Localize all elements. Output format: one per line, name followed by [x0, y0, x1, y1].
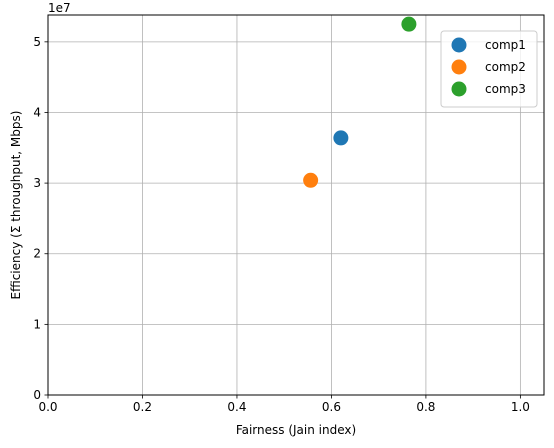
y-tick-label: 1 [33, 317, 41, 331]
legend-label-comp1: comp1 [485, 38, 526, 52]
scatter-point-comp2 [303, 172, 319, 188]
y-axis-ticks: 0 1 2 3 4 5 [33, 35, 48, 402]
x-tick-label: 0.6 [322, 400, 341, 414]
scatter-point-comp3 [401, 16, 417, 32]
legend-label-comp3: comp3 [485, 82, 526, 96]
y-tick-label: 5 [33, 35, 41, 49]
y-axis-offset-text: 1e7 [48, 1, 71, 15]
x-tick-label: 0.8 [416, 400, 435, 414]
x-tick-label: 0.0 [38, 400, 57, 414]
x-tick-label: 1.0 [511, 400, 530, 414]
y-tick-label: 3 [33, 176, 41, 190]
x-axis-label: Fairness (Jain index) [236, 423, 356, 437]
x-axis-ticks: 0.0 0.2 0.4 0.6 0.8 1.0 [38, 395, 530, 414]
legend-marker-comp3 [451, 81, 467, 97]
legend-label-comp2: comp2 [485, 60, 526, 74]
x-tick-label: 0.2 [133, 400, 152, 414]
y-axis-label: Efficiency (Σ throughput, Mbps) [9, 111, 23, 300]
y-tick-label: 4 [33, 105, 41, 119]
data-points [303, 16, 417, 188]
y-tick-label: 0 [33, 388, 41, 402]
legend-marker-comp2 [451, 59, 467, 75]
plot-frame [47, 14, 545, 396]
x-tick-label: 0.4 [227, 400, 246, 414]
y-tick-label: 2 [33, 247, 41, 261]
legend: comp1 comp2 comp3 [440, 30, 538, 108]
legend-marker-comp1 [451, 37, 467, 53]
scatter-point-comp1 [333, 130, 349, 146]
